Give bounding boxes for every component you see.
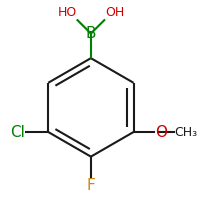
Text: CH₃: CH₃: [175, 126, 198, 139]
Text: HO: HO: [57, 6, 77, 19]
Text: OH: OH: [105, 6, 124, 19]
Text: B: B: [86, 26, 96, 41]
Text: F: F: [87, 178, 95, 193]
Text: O: O: [155, 125, 167, 140]
Text: Cl: Cl: [10, 125, 25, 140]
